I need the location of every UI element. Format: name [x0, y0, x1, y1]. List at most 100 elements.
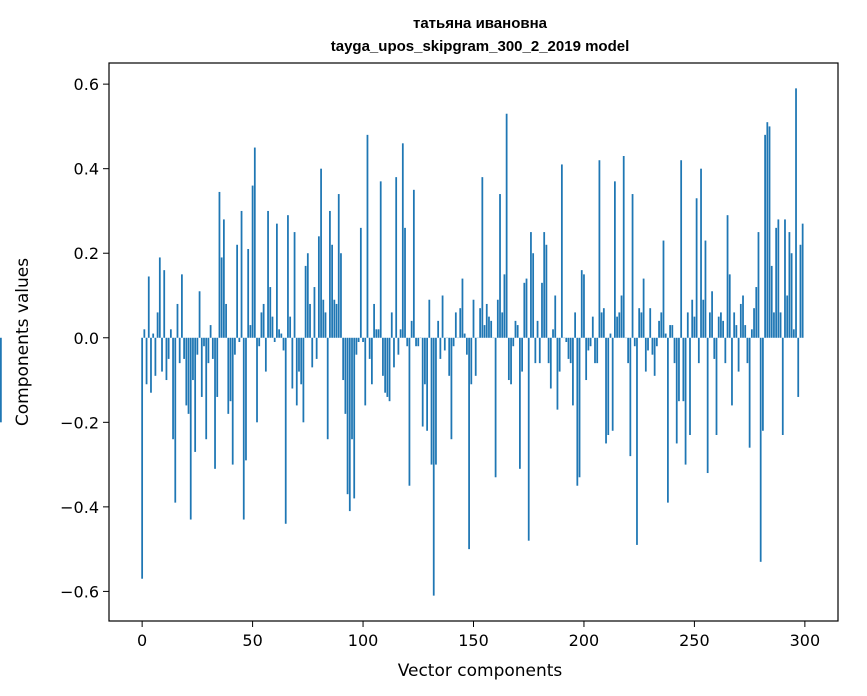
bar	[176, 303, 179, 338]
bar	[724, 337, 727, 364]
bar	[686, 312, 689, 338]
bar	[271, 316, 274, 338]
bar	[768, 126, 771, 338]
bar	[795, 88, 797, 338]
bar	[505, 113, 508, 338]
bar	[432, 337, 435, 596]
bar	[757, 232, 760, 338]
bar	[362, 337, 364, 342]
bar	[287, 215, 289, 338]
chart-title: татьяна ивановна	[413, 15, 548, 32]
bar	[530, 232, 532, 338]
bar	[733, 312, 736, 338]
bar	[353, 337, 356, 499]
bar	[620, 295, 623, 338]
bar	[247, 249, 250, 338]
bar	[786, 295, 789, 338]
bar	[156, 312, 159, 338]
bar	[565, 337, 568, 342]
bar	[154, 337, 157, 376]
x-tick-label: 150	[458, 631, 489, 650]
x-tick-label: 50	[242, 631, 262, 650]
bar	[541, 282, 543, 338]
bar	[342, 337, 345, 381]
bar	[443, 337, 446, 351]
bar	[437, 320, 440, 338]
bar	[746, 337, 749, 364]
bar	[773, 312, 775, 338]
bar	[777, 219, 780, 338]
bar	[218, 191, 221, 338]
bar	[399, 329, 402, 338]
bar	[152, 333, 155, 338]
bar	[660, 312, 663, 338]
bar	[236, 244, 239, 338]
bar	[618, 312, 621, 338]
y-tick-label: −0.4	[60, 498, 99, 517]
bar	[298, 337, 300, 372]
bar	[300, 337, 303, 385]
bar	[788, 232, 791, 338]
bar	[750, 329, 753, 338]
bar	[494, 337, 497, 478]
bar	[222, 219, 225, 338]
y-tick-label: 0.4	[74, 160, 99, 179]
bar	[673, 337, 676, 364]
bar	[326, 337, 329, 440]
bar	[220, 257, 223, 338]
bar	[185, 337, 188, 406]
y-tick-label: −0.2	[60, 413, 99, 432]
bar	[527, 337, 530, 541]
bar	[357, 337, 360, 342]
bar	[700, 168, 702, 338]
bar	[329, 210, 331, 338]
bar	[591, 316, 594, 338]
bar	[366, 134, 369, 338]
bar	[689, 337, 691, 435]
bar	[280, 333, 283, 338]
bar	[717, 316, 720, 338]
bar	[704, 240, 707, 338]
bar	[594, 337, 596, 364]
bar	[0, 337, 2, 423]
bar	[799, 244, 802, 338]
bar	[667, 337, 669, 503]
bar	[523, 282, 526, 338]
bar	[203, 337, 205, 347]
bar	[147, 276, 150, 338]
bar	[479, 308, 482, 338]
bar	[428, 299, 431, 338]
bar	[375, 329, 378, 338]
bar	[512, 337, 515, 347]
bar	[576, 337, 579, 486]
bar	[662, 240, 665, 338]
bar	[797, 337, 800, 397]
bar	[598, 160, 601, 338]
bar	[209, 325, 212, 338]
bar	[309, 303, 311, 338]
bar	[744, 325, 747, 338]
bar	[379, 181, 382, 338]
bar	[578, 337, 581, 478]
bar	[397, 337, 400, 355]
bar	[589, 337, 592, 347]
bar	[181, 274, 183, 338]
bar	[452, 337, 455, 347]
bar	[384, 337, 387, 393]
bar	[472, 299, 475, 338]
bar	[320, 168, 322, 338]
bar	[792, 329, 795, 338]
bar	[671, 325, 674, 338]
bar	[183, 337, 185, 359]
bar	[276, 223, 278, 338]
bar	[739, 303, 742, 338]
bar	[490, 320, 493, 338]
bar	[291, 337, 294, 389]
bar	[315, 337, 318, 359]
bar	[534, 337, 537, 364]
bar	[691, 299, 694, 338]
bar	[424, 337, 426, 385]
bar	[653, 337, 656, 376]
bar	[169, 329, 172, 338]
